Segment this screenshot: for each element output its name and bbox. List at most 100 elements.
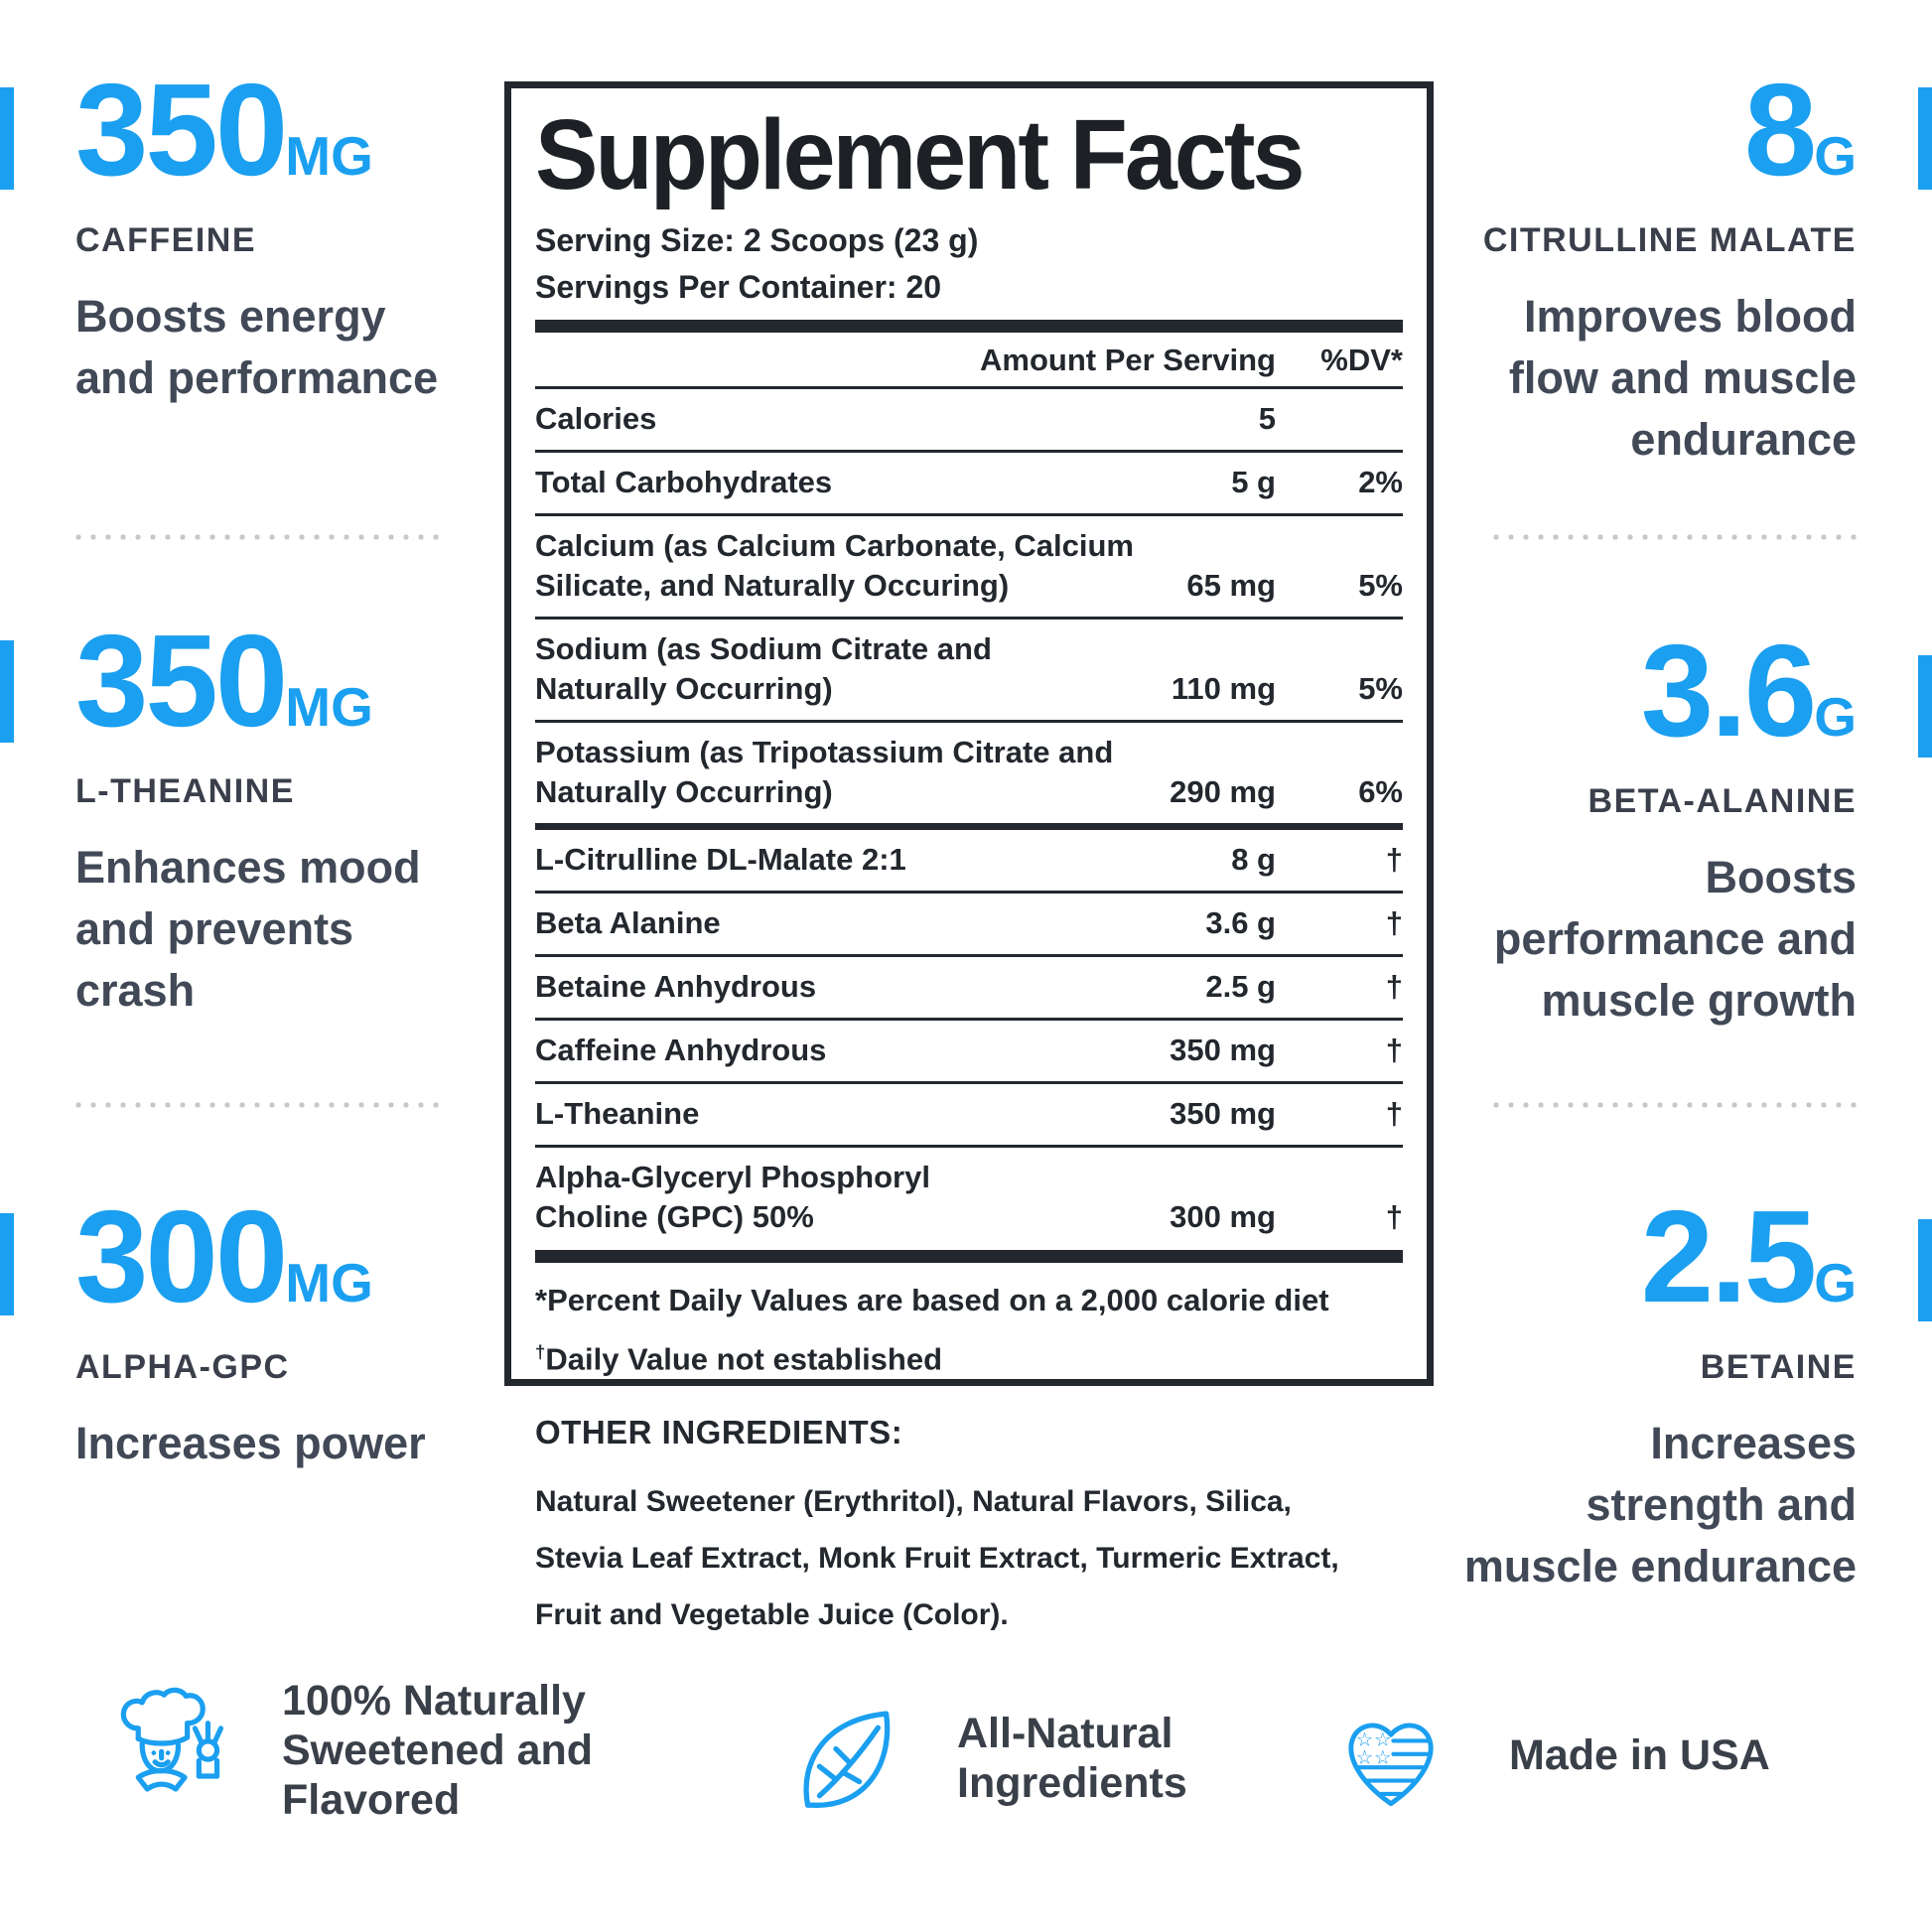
stat-unit: G (1814, 1252, 1857, 1313)
accent-bar (1918, 87, 1932, 190)
row-name: Caffeine Anhydrous (535, 1033, 827, 1067)
row-amount: 3.6 g (1205, 905, 1276, 940)
badge-naturally-sweetened: 100% Naturally Sweetened and Flavored (99, 1676, 593, 1825)
row-amount: 65 mg (1186, 568, 1276, 603)
other-ingredients-heading: OTHER INGREDIENTS: (535, 1414, 903, 1450)
badge-label: 100% Naturally Sweetened and Flavored (282, 1677, 594, 1824)
svg-text:☆: ☆ (1356, 1746, 1373, 1769)
row-name: Betaine Anhydrous (535, 969, 817, 1004)
row-name: Calories (535, 401, 657, 436)
usa-heart-icon: ☆ ☆ ☆ ☆ (1330, 1700, 1451, 1811)
column-header-amount: Amount Per Serving (980, 343, 1276, 377)
dotted-divider (1493, 1102, 1857, 1108)
stat-value: 350MG (75, 65, 502, 196)
accent-bar (0, 87, 14, 190)
accent-bar (1918, 1219, 1932, 1321)
stat-description: Improves blood flow and muscle endurance (1508, 291, 1857, 466)
stat-unit: MG (285, 125, 373, 187)
stat-name: L-THEANINE (75, 772, 295, 810)
dotted-divider (75, 1102, 439, 1108)
chef-icon (99, 1686, 248, 1815)
row-amount: 5 g (1231, 465, 1276, 499)
badge-label: All-Natural Ingredients (957, 1710, 1187, 1807)
table-row: Total Carbohydrates 5 g 2% (535, 453, 1403, 516)
row-dv: † (1385, 1033, 1403, 1067)
stat-value: 3.6G (1430, 625, 1857, 757)
stat-value: 8G (1430, 65, 1857, 196)
accent-bar (0, 640, 14, 743)
table-row: Betaine Anhydrous 2.5 g † (535, 957, 1403, 1021)
stat-name: BETAINE (1700, 1348, 1857, 1386)
table-row: L-Citrulline DL-Malate 2:1 8 g † (535, 830, 1403, 894)
table-row: Calcium (as Calcium Carbonate, Calcium Si… (535, 516, 1403, 620)
dagger-symbol: † (535, 1341, 546, 1362)
column-header-dv: %DV* (1320, 343, 1403, 377)
divider-thick (535, 1250, 1403, 1263)
row-dv: † (1385, 842, 1403, 877)
row-amount: 110 mg (1171, 671, 1276, 706)
table-header: Amount Per Serving %DV* (535, 333, 1403, 389)
row-amount: 290 mg (1170, 774, 1276, 809)
row-amount: 350 mg (1170, 1096, 1276, 1131)
row-name: Total Carbohydrates (535, 465, 833, 499)
stat-value: 350MG (75, 616, 502, 747)
row-name: Sodium (as Sodium Citrate and Naturally O… (535, 631, 992, 706)
footnote-dagger: †Daily Value not established (535, 1341, 943, 1377)
stat-description: Increases strength and muscle endurance (1463, 1418, 1857, 1592)
row-dv: 6% (1358, 774, 1403, 809)
row-amount: 8 g (1231, 842, 1276, 877)
badge-label: Made in USA (1509, 1731, 1770, 1779)
stat-number: 3.6 (1640, 618, 1817, 763)
svg-text:☆: ☆ (1374, 1746, 1391, 1769)
badge-made-in-usa: ☆ ☆ ☆ ☆ Made in USA (1330, 1700, 1770, 1811)
table-row: Caffeine Anhydrous 350 mg † (535, 1021, 1403, 1084)
stat-number: 350 (75, 608, 288, 754)
stat-unit: G (1814, 125, 1857, 187)
table-row: Potassium (as Tripotassium Citrate and Na… (535, 723, 1403, 830)
stat-description: Enhances mood and prevents crash (75, 842, 421, 1017)
stat-alpha-gpc: 300MG ALPHA-GPC Increases power (75, 1191, 502, 1474)
stat-description: Increases power (75, 1418, 426, 1468)
dotted-divider (1493, 534, 1857, 540)
stat-betaine: 2.5G BETAINE Increases strength and musc… (1430, 1191, 1857, 1597)
row-name: Potassium (as Tripotassium Citrate and Na… (535, 735, 1114, 809)
supplement-facts-panel: Supplement Facts Serving Size: 2 Scoops … (504, 81, 1434, 1386)
stat-beta-alanine: 3.6G BETA-ALANINE Boosts performance and… (1430, 625, 1857, 1032)
accent-bar (1918, 655, 1932, 758)
badge-all-natural: All-Natural Ingredients (784, 1700, 1187, 1817)
row-dv: † (1385, 969, 1403, 1004)
stat-name: CITRULLINE MALATE (1482, 221, 1857, 259)
stat-value: 2.5G (1430, 1191, 1857, 1322)
servings-per-container: Servings Per Container: 20 (535, 269, 942, 305)
stat-description: Boosts energy and performance (75, 291, 439, 404)
table-row: Beta Alanine 3.6 g † (535, 894, 1403, 957)
stat-unit: G (1814, 686, 1857, 748)
table-row: Alpha-Glyceryl Phosphoryl Choline (GPC) 5… (535, 1148, 1403, 1248)
svg-text:☆: ☆ (1356, 1727, 1373, 1750)
stat-description: Boosts performance and muscle growth (1493, 852, 1857, 1027)
serving-size: Serving Size: 2 Scoops (23 g) (535, 222, 979, 258)
row-dv: 5% (1358, 671, 1403, 706)
stat-caffeine: 350MG CAFFEINE Boosts energy and perform… (75, 65, 502, 409)
row-dv: 2% (1358, 465, 1403, 499)
stat-citrulline-malate: 8G CITRULLINE MALATE Improves blood flow… (1430, 65, 1857, 471)
stat-name: BETA-ALANINE (1587, 782, 1857, 820)
row-name: L-Citrulline DL-Malate 2:1 (535, 842, 906, 877)
stat-value: 300MG (75, 1191, 502, 1322)
footnote-dv: *Percent Daily Values are based on a 2,0… (535, 1283, 1329, 1317)
row-name: L-Theanine (535, 1096, 700, 1131)
row-dv: † (1385, 905, 1403, 940)
stat-name: CAFFEINE (75, 221, 256, 259)
row-amount: 300 mg (1170, 1199, 1276, 1234)
row-amount: 2.5 g (1205, 969, 1276, 1004)
panel-title: Supplement Facts (535, 99, 1305, 210)
svg-text:☆: ☆ (1374, 1727, 1391, 1750)
other-ingredients-body: Natural Sweetener (Erythritol), Natural … (535, 1485, 1339, 1631)
row-dv: 5% (1358, 568, 1403, 603)
accent-bar (0, 1213, 14, 1315)
table-row: Calories 5 (535, 389, 1403, 453)
table-row: L-Theanine 350 mg † (535, 1084, 1403, 1148)
row-amount: 5 (1258, 401, 1276, 436)
leaf-icon (784, 1700, 901, 1817)
